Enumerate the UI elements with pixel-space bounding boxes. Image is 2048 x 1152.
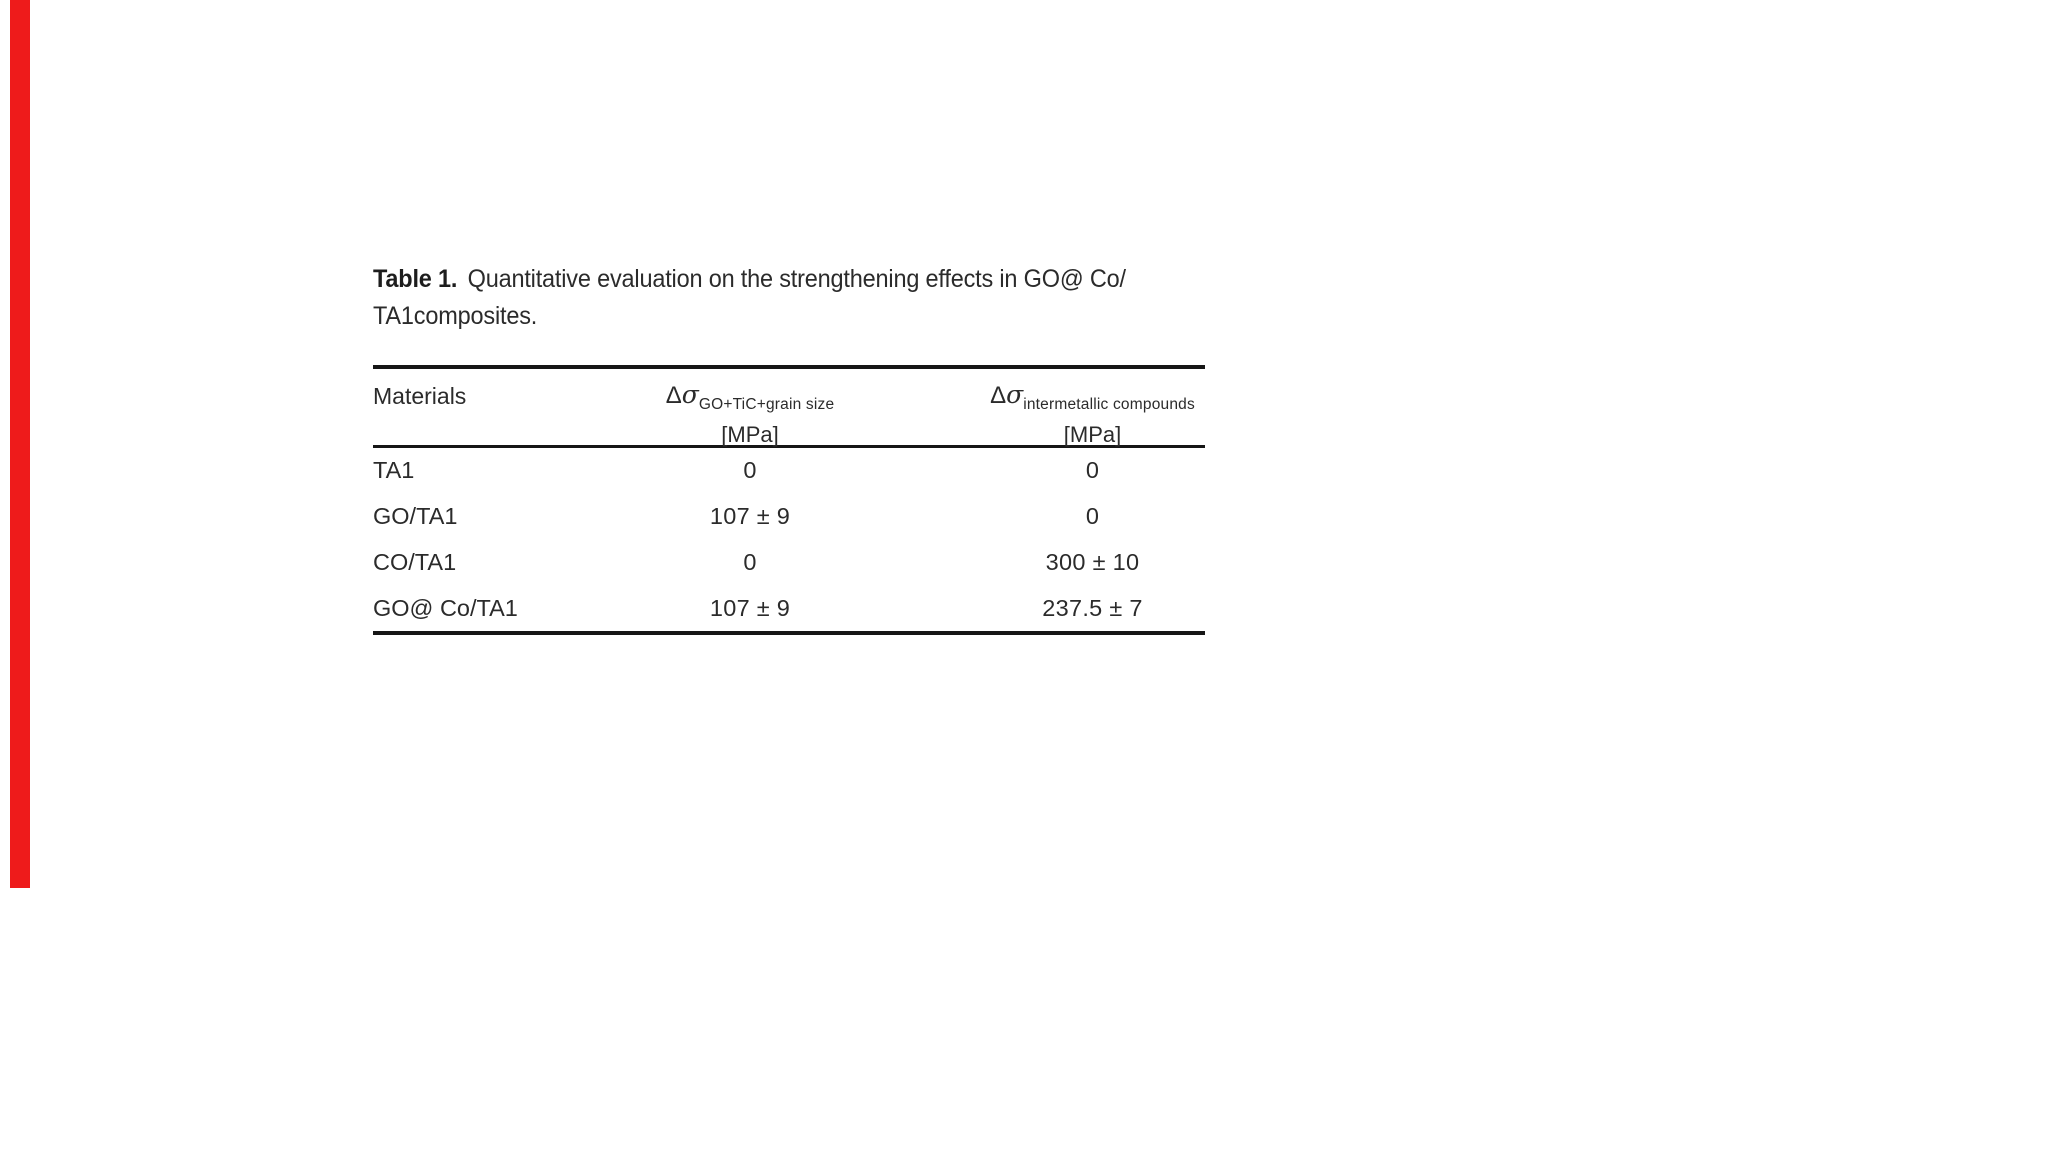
go-tic-grain-symbol: ΔσGO+TiC+grain size [560, 380, 940, 420]
table-caption: Table 1. Quantitative evaluation on the s… [373, 261, 1219, 335]
material-cell: GO/TA1 [373, 503, 458, 530]
material-cell: TA1 [373, 457, 415, 484]
table-row: GO@ Co/TA1 107 ± 9 237.5 ± 7 [373, 585, 1205, 631]
table-header-row: Materials ΔσGO+TiC+grain size [MPa] Δσin… [373, 365, 1205, 448]
go-tic-grain-cell: 107 ± 9 [709, 503, 791, 530]
intermetallic-cell: 0 [1085, 457, 1100, 484]
caption-line-1: Table 1. Quantitative evaluation on the s… [373, 261, 1219, 298]
sigma-symbol: σ [681, 380, 699, 409]
column-header-intermetallic: Δσintermetallic compounds [MPa] [940, 369, 1205, 447]
column-header-go-tic-grain: ΔσGO+TiC+grain size [MPa] [560, 369, 940, 447]
go-tic-grain-cell: 0 [743, 548, 757, 575]
table-row: CO/TA1 0 300 ± 10 [373, 540, 1205, 586]
column-header-materials: Materials [373, 383, 467, 409]
go-tic-grain-subscript: GO+TiC+grain size [698, 396, 835, 413]
data-table: Materials ΔσGO+TiC+grain size [MPa] Δσin… [373, 365, 1205, 635]
sigma-symbol: σ [1006, 380, 1024, 409]
intermetallic-cell: 237.5 ± 7 [1042, 594, 1143, 621]
delta-symbol: Δ [990, 382, 1007, 409]
intermetallic-cell: 0 [1085, 503, 1100, 530]
caption-table-number: Table 1. [373, 265, 458, 293]
table-body: TA1 0 0 GO/TA1 107 ± 9 0 CO/TA1 0 300 ± … [373, 448, 1205, 635]
intermetallic-cell: 300 ± 10 [1045, 548, 1140, 575]
red-edge-stripe [10, 0, 30, 888]
material-cell: CO/TA1 [373, 548, 457, 575]
table-row: TA1 0 0 [373, 448, 1205, 494]
go-tic-grain-cell: 107 ± 9 [709, 594, 791, 621]
caption-line-2: TA1composites. [373, 298, 1219, 335]
table-row: GO/TA1 107 ± 9 0 [373, 494, 1205, 540]
intermetallic-unit: [MPa] [1063, 422, 1122, 447]
caption-text-line-2: TA1composites. [373, 302, 538, 330]
caption-text-line-1: Quantitative evaluation on the strengthe… [467, 265, 1126, 293]
go-tic-grain-cell: 0 [743, 457, 757, 484]
material-cell: GO@ Co/TA1 [373, 594, 518, 621]
delta-symbol: Δ [665, 382, 682, 409]
intermetallic-subscript: intermetallic compounds [1023, 396, 1195, 413]
intermetallic-symbol: Δσintermetallic compounds [980, 380, 1205, 420]
go-tic-grain-unit: [MPa] [721, 422, 779, 447]
